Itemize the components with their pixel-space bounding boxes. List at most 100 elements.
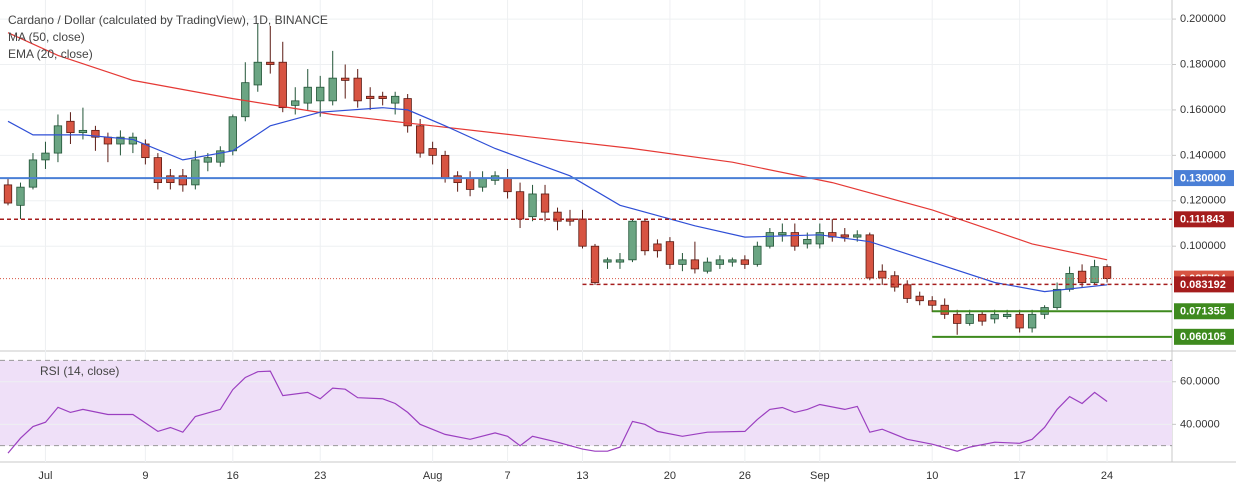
candle-body [1027,313,1037,329]
candle-body [790,232,799,247]
level-label-box [1174,170,1234,187]
x-tick-label: 17 [1014,470,1026,482]
candle-body [316,86,325,102]
candle-body [540,193,550,213]
candle-body [415,125,425,154]
candle-body [703,261,712,272]
candle-body [990,313,999,320]
candle-body [628,220,637,261]
candle-body [1090,266,1099,283]
level-label: 0.071355 [1180,306,1226,318]
level-label: 0.083192 [1180,279,1226,291]
candle-body [715,259,725,265]
legend-entry: EMA (20, close) [8,47,93,61]
y-tick-label: 0.160000 [1180,104,1226,116]
candle-body [678,259,687,265]
level-label-box [1174,276,1234,293]
x-tick-label: 16 [227,470,239,482]
candle-body [428,148,437,156]
candle-body [191,159,200,186]
candle-body [928,300,937,306]
candle-body [590,245,600,283]
candle-body [1002,313,1012,318]
candle-body [103,136,113,145]
candle-body [203,157,212,163]
candle-body [528,193,537,218]
candle-body [578,218,587,247]
y-tick-label: 60.0000 [1180,376,1220,388]
candle-body [865,234,874,279]
candle-body [890,275,899,288]
candle-body [41,152,50,161]
candle-body [153,157,163,184]
y-tick-label: 0.180000 [1180,58,1226,70]
candle-body [465,177,475,190]
chart-title: Cardano / Dollar (calculated by TradingV… [8,13,328,27]
level-label-box [1174,303,1234,320]
candle-body [1077,270,1087,283]
candle-body [16,186,25,206]
y-tick-label: 0.120000 [1180,195,1226,207]
y-tick-label: 40.0000 [1180,418,1220,430]
x-tick-label: 13 [576,470,588,482]
candle-body [328,77,337,102]
candle-body [665,241,675,265]
candle-body [66,120,75,134]
candle-body [640,220,650,252]
level-label: 0.130000 [1180,172,1226,184]
candle-body [278,61,287,109]
level-label-box [1174,328,1234,345]
candle-body [391,95,400,104]
candle-body [440,154,450,179]
candle-body [53,125,63,154]
candle-body [253,61,262,86]
candle-body [853,234,862,238]
x-tick-label: 10 [926,470,938,482]
candle-body [690,259,700,270]
candle-body [1102,266,1112,280]
candle-body [1015,313,1024,329]
x-tick-label: 20 [664,470,676,482]
candle-body [603,259,612,263]
y-tick-label: 0.100000 [1180,240,1226,252]
candle-body [953,313,962,324]
candle-body [515,191,525,220]
candle-body [803,238,812,245]
candle-body [965,313,974,324]
candle-body [28,159,38,188]
candle-body [903,284,912,299]
level-label: 0.060105 [1180,331,1226,343]
candle-body [553,211,562,222]
candle-body [291,100,300,106]
candle-body [453,175,462,184]
rsi-line [7,370,1108,454]
candle-body [615,259,625,263]
candle-body [3,184,13,204]
x-tick-label: 24 [1101,470,1113,482]
chart-title: RSI (14, close) [40,364,119,378]
x-tick-label: Jul [38,470,52,482]
candle-body [978,313,987,322]
candle-body [378,95,387,99]
x-tick-label: Sep [810,470,830,482]
x-tick-label: Aug [423,470,443,482]
level-label-box [1174,211,1234,228]
candle-body [166,175,175,184]
candle-body [878,270,887,279]
candle-body [778,232,787,236]
indicator-line [7,107,1108,293]
y-tick-label: 0.140000 [1180,149,1226,161]
candle-body [940,304,949,315]
candle-body [403,98,412,127]
candle-body [216,150,225,163]
candle-body [341,77,350,81]
candle-body [653,243,662,252]
x-tick-label: 26 [739,470,751,482]
candle-body [765,232,774,247]
candle-body [478,177,487,188]
indicator-line [7,32,1108,261]
candle-body [116,136,125,145]
